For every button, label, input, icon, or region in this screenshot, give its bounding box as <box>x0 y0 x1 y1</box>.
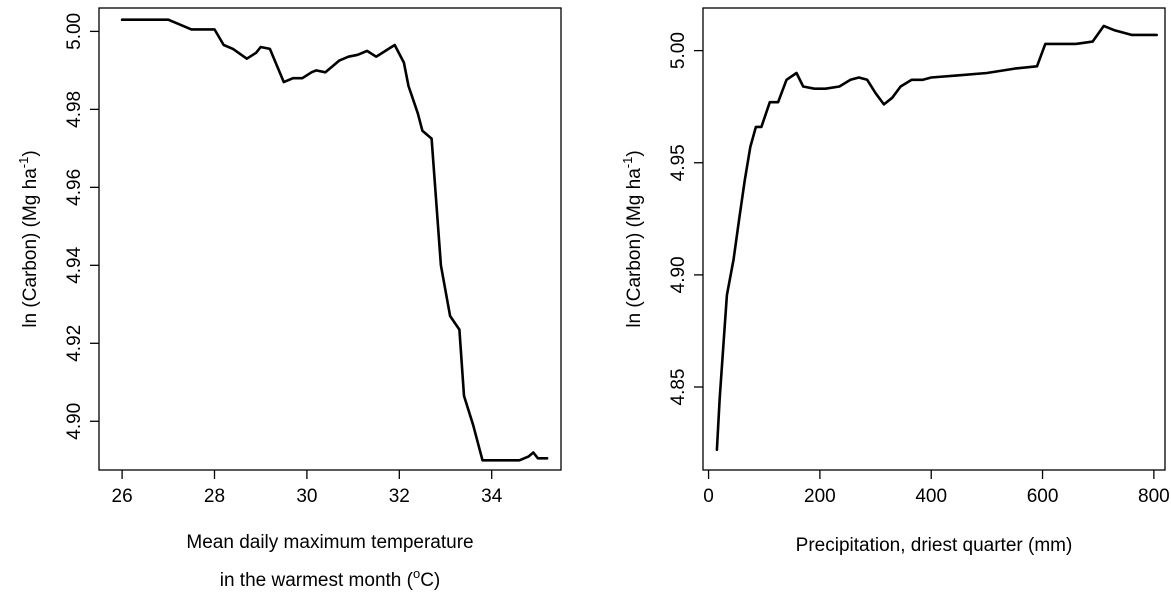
series-line <box>120 18 549 462</box>
plot-frame <box>98 7 562 471</box>
y-tick-label: 4.92 <box>64 325 85 362</box>
chart-panel-precipitation: 0 200 400 600 800 4.85 4.90 4.95 5.00 Precipita… <box>620 7 1170 556</box>
y-axis-label-sup: -1 <box>620 157 635 169</box>
y-tick-label: 4.96 <box>64 169 85 206</box>
x-axis-label-degree-sup: o <box>413 566 420 581</box>
x-tick-label: 28 <box>204 486 225 507</box>
x-tick-label: 30 <box>296 486 317 507</box>
y-tick-label: 4.90 <box>64 403 85 440</box>
x-tick-label: 0 <box>703 486 714 507</box>
x-axis-label-line-1: Mean daily maximum temperature <box>186 532 473 553</box>
plot-frame <box>702 7 1166 471</box>
x-axis-label-line-2-text: in the warmest month ( <box>220 570 414 591</box>
y-tick-label: 5.00 <box>668 32 689 69</box>
x-tick-label: 400 <box>915 486 947 507</box>
y-axis-label: ln (Carbon) (Mg ha-1) <box>16 150 41 327</box>
y-axis-label-close: ) <box>20 150 41 156</box>
x-tick-label: 200 <box>804 486 836 507</box>
x-axis-label: Precipitation, driest quarter (mm) <box>796 535 1073 556</box>
x-tick-label: 26 <box>112 486 133 507</box>
chart-panel-temperature: 26 28 30 32 34 4.90 4.92 4.94 4.96 4.98 5.00 Mean… <box>16 7 562 591</box>
y-axis-label-text: ln (Carbon) (Mg ha <box>624 168 645 328</box>
x-tick-label: 800 <box>1138 486 1170 507</box>
x-axis: 26 28 30 32 34 <box>112 470 503 507</box>
x-axis: 0 200 400 600 800 <box>703 470 1170 507</box>
series-line <box>715 24 1158 452</box>
y-tick-label: 4.90 <box>668 256 689 293</box>
y-axis: 4.85 4.90 4.95 5.00 <box>668 32 703 406</box>
x-tick-label: 600 <box>1027 486 1059 507</box>
x-axis-label-line-2-unit: C) <box>420 570 440 591</box>
y-axis: 4.90 4.92 4.94 4.96 4.98 5.00 <box>64 13 99 440</box>
y-axis-label: ln (Carbon) (Mg ha-1) <box>620 150 645 327</box>
y-tick-label: 4.95 <box>668 144 689 181</box>
y-tick-label: 4.94 <box>64 246 85 283</box>
y-tick-label: 4.85 <box>668 369 689 406</box>
y-tick-label: 5.00 <box>64 13 85 50</box>
y-axis-label-text: ln (Carbon) (Mg ha <box>20 168 41 328</box>
x-axis-label-line-2: in the warmest month (oC) <box>220 566 441 591</box>
x-tick-label: 34 <box>481 486 503 507</box>
y-tick-label: 4.98 <box>64 91 85 128</box>
x-tick-label: 32 <box>389 486 410 507</box>
y-axis-label-close: ) <box>624 150 645 156</box>
y-axis-label-sup: -1 <box>16 157 31 169</box>
